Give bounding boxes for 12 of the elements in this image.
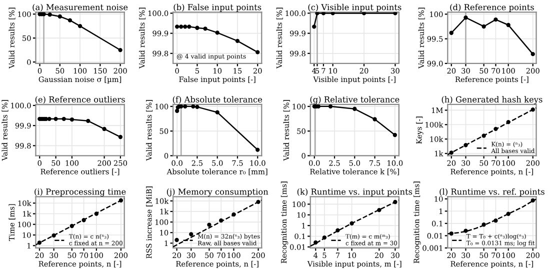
chart-title: (i) Preprocessing time (34, 188, 126, 196)
chart-title: (l) Runtime vs. ref. points (440, 188, 544, 196)
chart-title: (f) Absolute tolerance (172, 96, 262, 104)
chart-title: (d) Reference points (450, 4, 534, 12)
chart-title: (c) Visible input points (308, 4, 402, 12)
chart-title: (e) Reference outliers (35, 96, 125, 104)
chart-title: (a) Measurement noise (32, 4, 128, 12)
chart-title: (k) Runtime vs. input points (297, 188, 412, 196)
chart-title: (b) False input points (174, 4, 262, 12)
chart-title: (g) Relative tolerance (310, 96, 400, 104)
chart-title: (j) Memory consumption (166, 188, 268, 196)
chart-title: (h) Generated hash keys (442, 96, 542, 104)
